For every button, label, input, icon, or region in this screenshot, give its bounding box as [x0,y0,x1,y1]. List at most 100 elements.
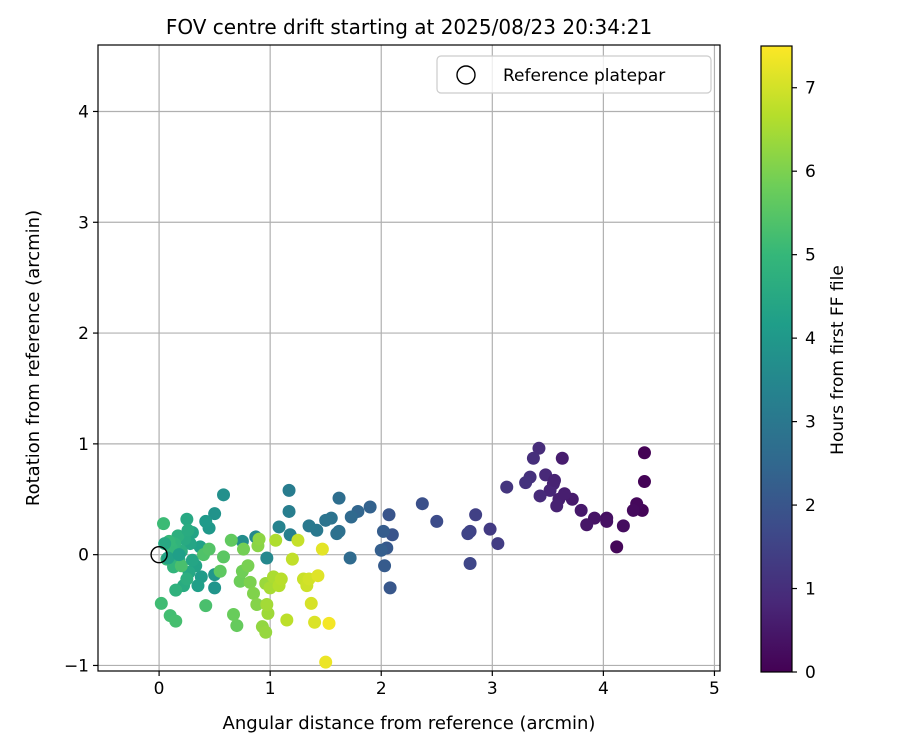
data-point [500,480,514,494]
data-point [208,507,222,521]
data-point [382,508,396,522]
data-point [274,572,288,586]
data-point [637,446,651,460]
y-axis-label: Rotation from reference (arcmin) [23,210,44,506]
data-point [383,581,397,595]
data-point [285,552,299,566]
data-point [344,510,358,524]
data-point [363,500,377,514]
data-point [491,537,505,551]
colorbar-tick-label: 2 [805,496,816,516]
grid [98,45,720,671]
colorbar: 0 1 2 3 4 5 6 7 Hours from first FF file [760,45,848,683]
data-point [461,527,475,541]
data-point [374,543,388,557]
data-point [548,473,562,487]
legend-box [436,55,712,94]
data-point [180,512,194,526]
data-point [533,489,547,503]
y-tick-label: 3 [78,213,89,233]
reference-point [150,545,168,564]
legend-label: Reference platepar [503,66,665,86]
data-point [180,572,194,586]
colorbar-tick-label: 0 [805,663,816,683]
data-point [378,559,392,573]
data-point [161,551,175,565]
data-point [199,599,213,613]
data-point [169,614,183,628]
data-point [526,451,540,465]
data-point [574,503,588,517]
data-point [154,596,168,610]
data-point [469,508,483,522]
data-point [311,569,325,583]
colorbar-tick-label: 1 [805,580,816,600]
data-point [376,524,390,538]
y-tick-label: 1 [78,435,89,455]
x-tick-label: 2 [376,679,387,699]
data-point [217,550,231,564]
data-point [272,520,286,534]
data-point [319,655,333,669]
data-point [600,514,614,528]
data-point [237,542,251,556]
colorbar-tick-label: 4 [805,329,816,349]
data-point [302,519,316,533]
x-tick-label: 3 [487,679,498,699]
x-tick-label: 5 [709,679,720,699]
data-point [332,491,346,505]
x-axis-ticks: 0 1 2 3 4 5 [154,671,720,699]
colorbar-tick-label: 7 [805,79,816,99]
x-tick-label: 1 [265,679,276,699]
data-point [181,523,195,537]
data-point [430,514,444,528]
y-tick-label: 4 [78,102,89,122]
data-point [322,616,336,630]
data-point [174,559,188,573]
y-tick-label: 2 [78,324,89,344]
data-point [415,497,429,511]
colorbar-ticks: 0 1 2 3 4 5 6 7 [792,79,816,683]
x-tick-label: 0 [154,679,165,699]
colorbar-gradient [760,45,793,673]
data-point [558,487,571,501]
scatter-points [154,441,651,669]
data-point [243,575,257,589]
data-point [616,519,630,533]
data-point [260,598,274,612]
data-point [463,557,477,571]
plot-frame [97,44,721,672]
data-point [185,553,199,567]
colorbar-label: Hours from first FF file [828,265,848,455]
data-point [550,499,564,513]
data-point [532,441,546,455]
x-tick-label: 4 [598,679,609,699]
data-point [199,514,213,528]
data-point [191,579,205,593]
data-point [208,581,222,595]
data-point [282,504,296,518]
data-point [483,522,497,536]
data-point [202,542,216,556]
data-point [260,551,274,565]
data-point [282,483,296,497]
y-tick-label: 0 [78,546,89,566]
data-point [247,586,260,600]
data-point [637,475,651,489]
data-point [172,548,186,562]
data-point [519,476,533,490]
data-point [269,533,283,547]
data-point [252,532,266,546]
data-point [224,533,238,547]
data-point [304,596,318,610]
data-point [169,583,183,597]
data-point [319,513,333,527]
legend-marker-icon [456,65,476,85]
data-point [610,540,624,554]
data-point [543,483,557,497]
y-axis-ticks: −1 0 1 2 3 4 [64,102,98,676]
data-point [233,574,247,588]
data-point [157,517,171,531]
data-point [330,527,344,541]
